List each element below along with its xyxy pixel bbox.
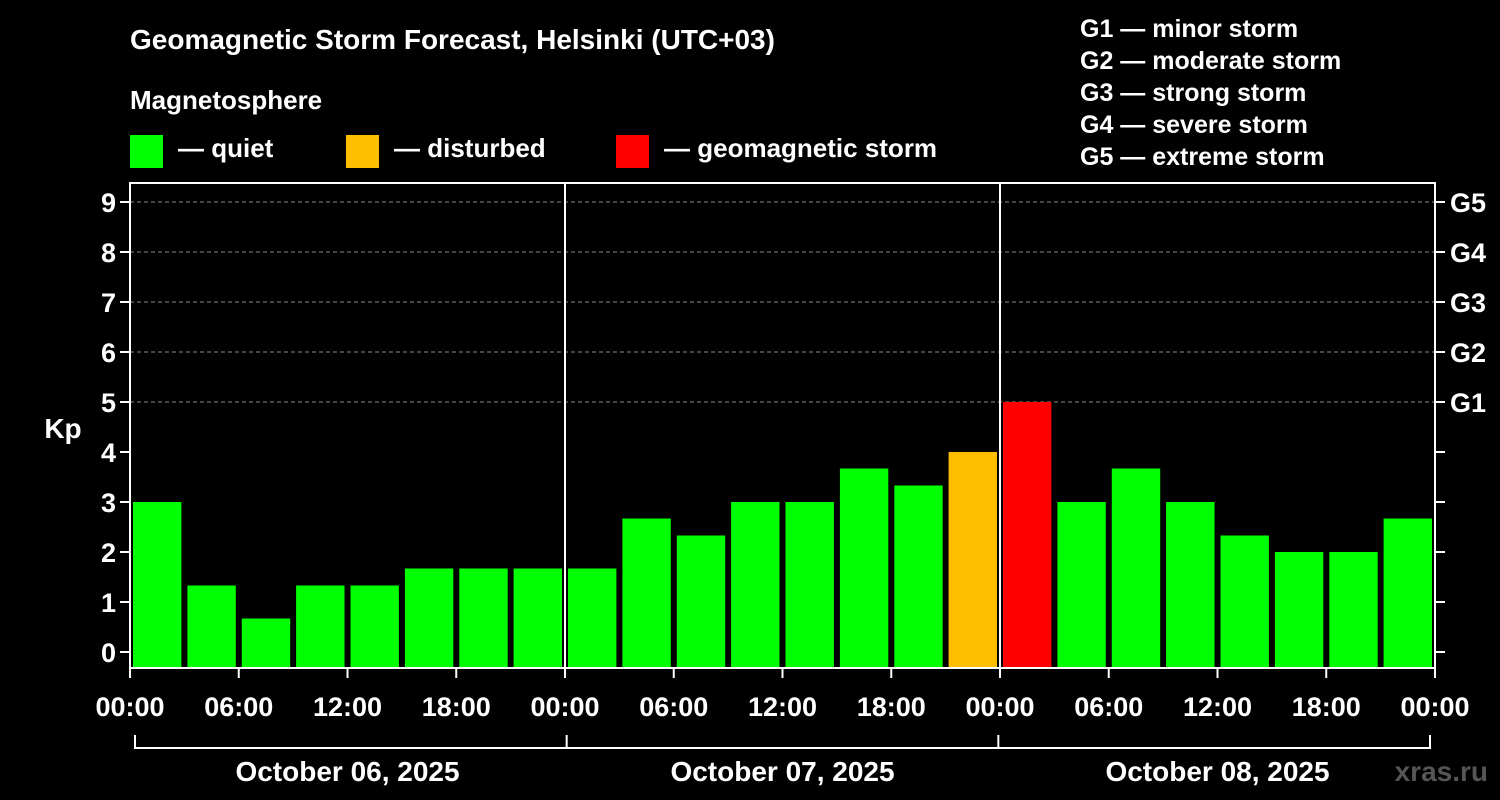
legend-swatch — [130, 135, 163, 168]
x-tick-label: 00:00 — [965, 692, 1034, 722]
x-tick-label: 12:00 — [1183, 692, 1252, 722]
legend: — quiet — disturbed — geomagnetic storm — [130, 133, 937, 168]
legend-swatch — [616, 135, 649, 168]
legend-label: — disturbed — [394, 133, 546, 163]
kp-bar — [622, 518, 671, 668]
bars — [133, 402, 1432, 668]
kp-bar — [296, 585, 345, 668]
g-level-label: G2 — [1450, 338, 1486, 368]
kp-bar — [839, 468, 889, 668]
kp-bar — [1003, 402, 1052, 668]
g-scale-legend: G1 — minor storm G2 — moderate storm G3 — … — [1080, 15, 1341, 171]
x-tick-label: 18:00 — [857, 692, 926, 722]
y-tick-label: 7 — [101, 288, 116, 318]
kp-bar — [785, 502, 834, 668]
legend-swatch — [346, 135, 379, 168]
y-tick-label: 4 — [101, 438, 116, 468]
watermark: xras.ru — [1395, 756, 1488, 787]
x-tick-label: 06:00 — [1074, 692, 1143, 722]
legend-label: — geomagnetic storm — [664, 133, 937, 163]
x-tick-label: 00:00 — [95, 692, 164, 722]
kp-bar — [1274, 552, 1324, 668]
g-scale-item: G3 — strong storm — [1080, 79, 1306, 107]
kp-bar — [894, 485, 943, 668]
kp-bar — [1166, 502, 1215, 668]
y-tick-label: 8 — [101, 238, 116, 268]
x-tick-label: 00:00 — [530, 692, 599, 722]
day-label: October 07, 2025 — [670, 756, 894, 787]
g-level-label: G5 — [1450, 188, 1486, 218]
chart-title: Geomagnetic Storm Forecast, Helsinki (UT… — [130, 24, 775, 55]
g-scale-item: G2 — moderate storm — [1080, 47, 1341, 75]
y-tick-label: 1 — [101, 588, 116, 618]
g-level-label: G1 — [1450, 388, 1486, 418]
legend-label: — quiet — [178, 133, 274, 163]
y-tick-label: 6 — [101, 338, 116, 368]
x-tick-label: 06:00 — [639, 692, 708, 722]
g-level-label: G4 — [1450, 238, 1486, 268]
kp-bar — [133, 502, 182, 668]
axes: 0 1 2 3 4 5 6 7 8 9 G1 G2 G3 G4 G5 00:00 06:00 12:00 18:00… — [95, 182, 1486, 787]
grid — [130, 201, 1435, 403]
y-axis-label: Kp — [44, 413, 81, 444]
kp-bar — [1329, 552, 1378, 668]
kp-bar — [459, 568, 508, 668]
g-scale-item: G5 — extreme storm — [1080, 143, 1325, 171]
kp-bar — [676, 535, 726, 668]
kp-bar — [731, 502, 780, 668]
kp-bar — [1220, 535, 1269, 668]
x-tick-label: 18:00 — [1292, 692, 1361, 722]
kp-bar — [350, 585, 399, 668]
x-tick-label: 06:00 — [204, 692, 273, 722]
x-tick-label: 00:00 — [1400, 692, 1469, 722]
kp-bar — [187, 585, 236, 668]
day-label: October 06, 2025 — [235, 756, 459, 787]
y-tick-label: 0 — [101, 638, 116, 668]
y-tick-label: 3 — [101, 488, 116, 518]
y-tick-label: 2 — [101, 538, 116, 568]
legend-title: Magnetosphere — [130, 85, 322, 115]
g-scale-item: G1 — minor storm — [1080, 15, 1298, 43]
kp-bar — [404, 568, 454, 668]
kp-bar — [948, 452, 997, 668]
kp-bar — [568, 568, 617, 668]
kp-bar — [513, 568, 562, 668]
x-tick-label: 18:00 — [422, 692, 491, 722]
x-tick-label: 12:00 — [748, 692, 817, 722]
kp-bar — [241, 618, 291, 668]
y-tick-label: 9 — [101, 188, 116, 218]
x-tick-label: 12:00 — [313, 692, 382, 722]
kp-bar — [1057, 502, 1106, 668]
g-scale-item: G4 — severe storm — [1080, 111, 1308, 139]
day-label: October 08, 2025 — [1105, 756, 1329, 787]
g-level-label: G3 — [1450, 288, 1486, 318]
y-tick-label: 5 — [101, 388, 116, 418]
kp-bar — [1111, 468, 1161, 668]
kp-bar — [1383, 518, 1432, 668]
